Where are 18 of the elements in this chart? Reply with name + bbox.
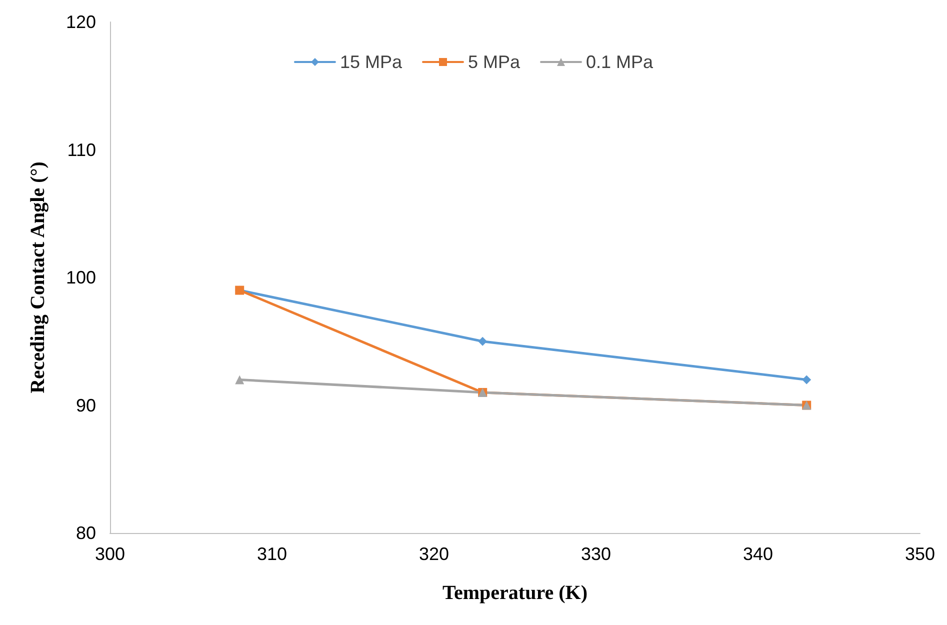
x-tick-label: 300	[94, 544, 126, 564]
x-tick-label: 350	[904, 544, 936, 564]
y-tick-label: 120	[66, 12, 96, 32]
legend-label: 15 MPa	[340, 52, 403, 72]
y-tick-label: 90	[76, 395, 96, 416]
point	[802, 375, 812, 384]
y-tick-label: 110	[67, 140, 96, 160]
legend-label: 5 MPa	[468, 52, 521, 72]
x-tick-label: 330	[580, 544, 612, 564]
x-axis-title: Temperature (K)	[442, 582, 588, 604]
legend-label: 0.1 MPa	[586, 52, 654, 72]
point	[478, 336, 488, 346]
x-tick-label: 310	[256, 544, 288, 564]
y-tick-label: 80	[76, 523, 96, 543]
y-axis-title: Receding Contact Angle (°)	[27, 162, 49, 394]
y-tick-label: 100	[66, 268, 96, 288]
x-tick-label: 320	[418, 544, 450, 564]
x-tick-label: 340	[742, 544, 774, 564]
